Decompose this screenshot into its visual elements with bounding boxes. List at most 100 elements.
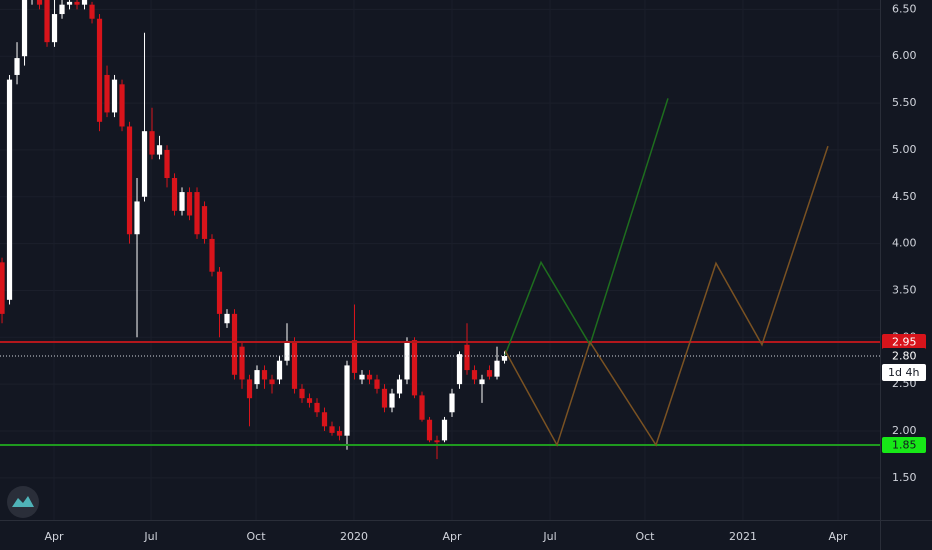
- candle-body: [486, 370, 493, 377]
- y-tick-label: 2.00: [892, 424, 917, 437]
- candle-body: [59, 4, 65, 15]
- x-tick-label: 2021: [729, 530, 757, 543]
- candle-body: [231, 313, 238, 375]
- price-label: 2.95: [892, 335, 917, 348]
- candle-body: [164, 149, 170, 179]
- price-label: 1.85: [892, 439, 917, 452]
- x-tick-label: 2020: [340, 530, 368, 543]
- candle-body: [456, 354, 463, 385]
- x-tick-label: Apr: [828, 530, 848, 543]
- x-tick-label: Jul: [542, 530, 556, 543]
- candle-body: [291, 341, 298, 389]
- candle-body: [104, 74, 110, 113]
- candle-body: [149, 131, 155, 155]
- candle-body: [239, 346, 245, 380]
- candle-body: [44, 0, 50, 43]
- candle-body: [134, 201, 140, 235]
- candle-body: [314, 402, 320, 413]
- candle-body: [209, 238, 215, 272]
- candle-body: [494, 360, 500, 377]
- y-tick-label: 4.00: [892, 237, 917, 250]
- candle-body: [141, 131, 148, 197]
- grid: [0, 0, 880, 520]
- candle-body: [501, 356, 508, 361]
- price-label: 2.80: [892, 350, 917, 363]
- y-tick-label: 6.50: [892, 2, 917, 15]
- candle-body: [66, 1, 73, 5]
- y-tick-label: 4.50: [892, 190, 917, 203]
- x-tick-label: Oct: [635, 530, 655, 543]
- candle-body: [6, 79, 13, 300]
- candle-body: [201, 206, 208, 239]
- price-label-box: [882, 437, 926, 454]
- candle-body: [419, 395, 425, 420]
- candle-body: [74, 1, 80, 5]
- zigzag-drawing: [504, 98, 669, 356]
- candle-body: [276, 360, 283, 380]
- countdown-label: 1d 4h: [888, 366, 919, 379]
- candle-body: [329, 426, 335, 433]
- candle-body: [119, 84, 125, 127]
- candle-body: [479, 379, 485, 385]
- candle-body: [306, 398, 313, 403]
- candle-body: [126, 126, 133, 235]
- candle-body: [359, 374, 365, 380]
- axes: 1.502.002.503.003.504.004.505.005.506.00…: [44, 2, 926, 543]
- y-tick-label: 5.50: [892, 96, 917, 109]
- candle-body: [269, 379, 275, 385]
- price-label-box: [882, 333, 926, 350]
- logo-icon[interactable]: [12, 496, 34, 507]
- candle-body: [111, 79, 118, 113]
- candle-body: [224, 313, 230, 324]
- candle-body: [51, 14, 58, 43]
- candle-body: [366, 374, 373, 380]
- candle-body: [374, 379, 380, 389]
- candle-body: [344, 365, 350, 436]
- candle-body: [89, 4, 95, 19]
- x-tick-label: Apr: [44, 530, 64, 543]
- candle-body: [404, 341, 410, 380]
- logo-circle[interactable]: [7, 486, 39, 518]
- x-tick-label: Oct: [247, 530, 267, 543]
- y-tick-label: 3.50: [892, 283, 917, 296]
- candle-body: [216, 271, 223, 314]
- candle-body: [246, 379, 253, 399]
- plot-area: [0, 0, 880, 460]
- candle-body: [411, 340, 418, 396]
- candle-body: [171, 178, 178, 211]
- y-tick-label: 5.00: [892, 143, 917, 156]
- countdown-box: [882, 364, 926, 382]
- candle-body: [389, 393, 395, 408]
- candle-body: [336, 430, 343, 436]
- candle-body: [186, 192, 193, 216]
- price-label-box: [882, 348, 926, 365]
- candle-body: [21, 0, 28, 57]
- candle-body: [96, 18, 103, 122]
- candle-body: [471, 370, 478, 380]
- candle-body: [396, 379, 403, 394]
- candle-body: [434, 440, 440, 443]
- y-tick-label: 6.00: [892, 49, 917, 62]
- candle-body: [441, 419, 448, 441]
- candle-body: [179, 192, 185, 211]
- x-tick-label: Jul: [143, 530, 157, 543]
- candle-body: [299, 388, 305, 399]
- y-tick-label: 1.50: [892, 471, 917, 484]
- candle-body: [464, 344, 470, 371]
- candle-body: [426, 419, 433, 441]
- logo[interactable]: [7, 486, 39, 518]
- candle-body: [36, 0, 43, 5]
- candle-body: [284, 341, 290, 361]
- candle-body: [156, 145, 163, 155]
- candle-body: [449, 393, 455, 413]
- candle-body: [14, 58, 20, 75]
- candle-body: [194, 192, 200, 235]
- zigzag-drawing: [504, 145, 829, 447]
- candle-body: [254, 370, 260, 385]
- candle-body: [381, 388, 388, 408]
- candle-body: [0, 262, 5, 314]
- candle-body: [321, 412, 328, 427]
- candle-body: [81, 0, 88, 5]
